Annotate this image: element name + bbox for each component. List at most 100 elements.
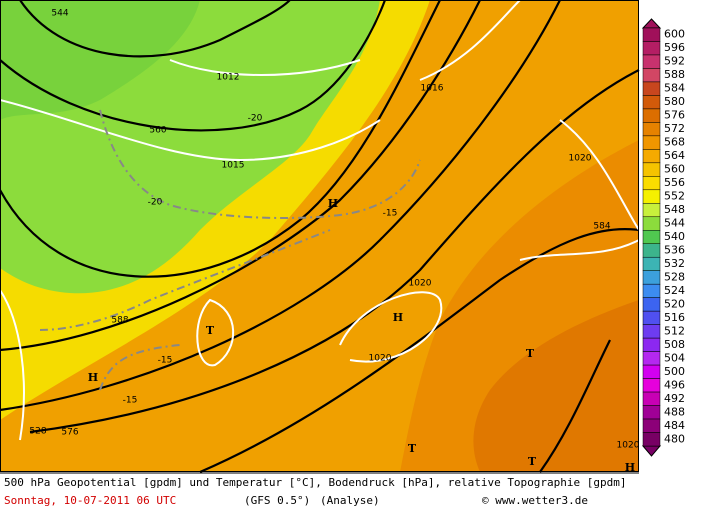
colorbar-label: 548 <box>664 203 685 216</box>
contour-label: 588 <box>111 316 128 326</box>
contour-label: -20 <box>248 114 263 124</box>
colorbar-label: 556 <box>664 176 685 189</box>
pressure-center: T <box>408 442 417 455</box>
pressure-center: T <box>528 455 537 468</box>
contour-label: 1016 <box>421 84 444 94</box>
colorbar-label: 532 <box>664 257 685 270</box>
colorbar-label: 564 <box>664 149 685 162</box>
footer-description: 500 hPa Geopotential [gpdm] und Temperat… <box>4 476 627 489</box>
contour-label: -15 <box>158 356 173 366</box>
contour-label: 1020 <box>569 154 592 164</box>
colorbar-label: 568 <box>664 136 685 149</box>
contour-label: 576 <box>61 428 78 438</box>
colorbar-cell <box>642 176 661 191</box>
map: 544 1012 560 -20 1015 -20 1016 H -15 1020 584 1020 H… <box>0 0 640 474</box>
colorbar-cell <box>642 283 661 298</box>
map-labels: 544 1012 560 -20 1015 -20 1016 H -15 1020 584 1020 H… <box>29 9 639 475</box>
colorbar-label: 480 <box>664 432 685 445</box>
colorbar-cell <box>642 54 661 69</box>
colorbar-label: 536 <box>664 243 685 256</box>
footer-model: (GFS 0.5°) <box>244 494 310 507</box>
colorbar-label: 524 <box>664 284 685 297</box>
colorbar-cell <box>642 149 661 164</box>
footer: 500 hPa Geopotential [gpdm] und Temperat… <box>0 472 639 507</box>
colorbar-cell <box>642 81 661 96</box>
pressure-center: T <box>526 347 535 360</box>
colorbar-arrow-bottom <box>641 445 662 457</box>
colorbar-label: 520 <box>664 297 685 310</box>
colorbar-label: 588 <box>664 68 685 81</box>
contour-label: 1020 <box>409 279 432 289</box>
colorbar-label: 496 <box>664 378 685 391</box>
colorbar-label: 528 <box>664 270 685 283</box>
map-border <box>0 0 639 472</box>
colorbar-label: 504 <box>664 351 685 364</box>
contour-label: 544 <box>51 9 68 19</box>
contour-label: 560 <box>149 126 166 136</box>
pressure-contours <box>0 0 640 441</box>
colorbar-cell <box>642 297 661 312</box>
colorbar-cell <box>642 378 661 393</box>
colorbar-label: 600 <box>664 28 685 41</box>
colorbar: 6005965925885845805765725685645605565525… <box>641 18 685 457</box>
colorbar-cell <box>642 216 661 231</box>
footer-copyright: © www.wetter3.de <box>482 494 588 507</box>
colorbar-cell <box>642 364 661 379</box>
pressure-center: H <box>393 311 403 324</box>
colorbar-label: 484 <box>664 419 685 432</box>
colorbar-label: 512 <box>664 324 685 337</box>
colorbar-label: 596 <box>664 41 685 54</box>
colorbar-cell <box>642 391 661 406</box>
colorbar-label: 584 <box>664 82 685 95</box>
pressure-center: H <box>328 197 338 210</box>
contour-label: 1015 <box>222 161 245 171</box>
colorbar-label: 540 <box>664 230 685 243</box>
colorbar-label: 576 <box>664 109 685 122</box>
colorbar-cell <box>642 230 661 244</box>
colorbar-label: 552 <box>664 190 685 203</box>
colorbar-cell <box>642 243 661 258</box>
colorbar-cell <box>642 405 661 420</box>
colorbar-cell <box>642 27 661 42</box>
colorbar-cell <box>642 122 661 137</box>
colorbar-cell <box>642 337 661 352</box>
footer-run: (Analyse) <box>320 494 380 507</box>
pressure-center: H <box>625 461 635 474</box>
colorbar-cell <box>642 324 661 339</box>
colorbar-cell <box>642 41 661 56</box>
colorbar-cell <box>642 256 661 271</box>
colorbar-cell <box>642 351 661 366</box>
colorbar-label: 544 <box>664 217 685 230</box>
contour-label: 1020 <box>369 354 392 364</box>
colorbar-label: 492 <box>664 392 685 405</box>
colorbar-label: 580 <box>664 95 685 108</box>
colorbar-label: 572 <box>664 122 685 135</box>
colorbar-cell <box>642 270 661 285</box>
temperature-contours <box>39 109 421 391</box>
colorbar-cell <box>642 162 661 177</box>
colorbar-cell <box>642 95 661 110</box>
contour-label: 528 <box>29 427 46 437</box>
colorbar-label: 560 <box>664 163 685 176</box>
colorbar-cell <box>642 189 661 204</box>
contour-label: 1020 <box>617 441 640 451</box>
colorbar-cell <box>642 418 661 433</box>
footer-date: Sonntag, 10-07-2011 06 UTC <box>4 494 176 507</box>
contour-label: -15 <box>123 396 138 406</box>
colorbar-cell <box>642 203 661 218</box>
colorbar-cell <box>642 68 661 83</box>
colorbar-label: 508 <box>664 338 685 351</box>
colorbar-label: 488 <box>664 405 685 418</box>
contour-label: -15 <box>383 209 398 219</box>
contour-label: 1012 <box>217 73 240 83</box>
colorbar-cell <box>642 135 661 150</box>
contour-label: -20 <box>148 198 163 208</box>
pressure-center: T <box>206 324 215 337</box>
colorbar-cell <box>642 310 661 325</box>
colorbar-label: 500 <box>664 365 685 378</box>
colorbar-cell <box>642 108 661 123</box>
dark-orange-zone <box>473 300 639 472</box>
colorbar-label: 516 <box>664 311 685 324</box>
